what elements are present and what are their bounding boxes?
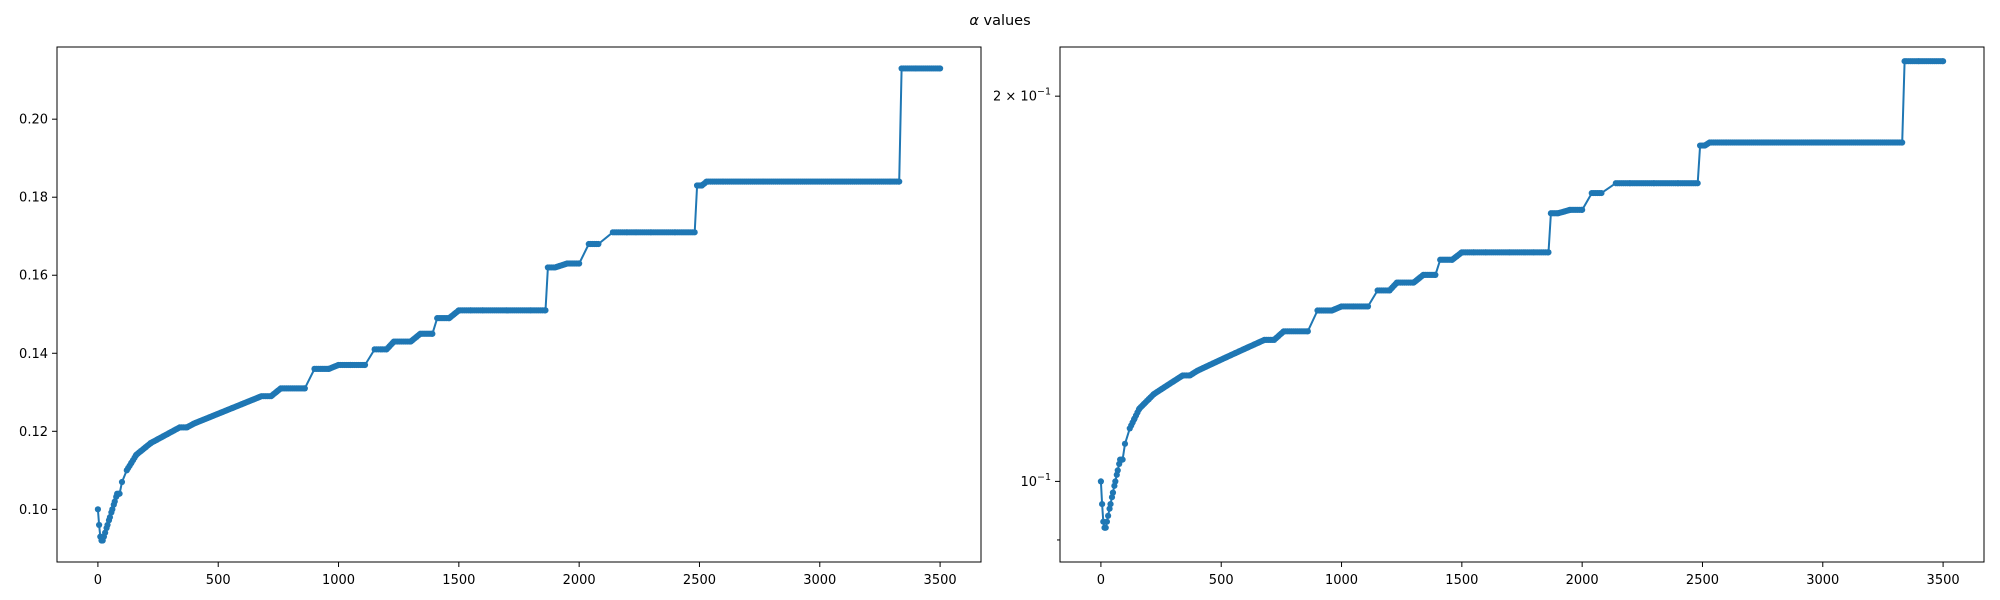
x-tick-label: 3500 [1927, 573, 1960, 588]
data-point [1112, 478, 1119, 485]
data-point [1114, 467, 1121, 474]
alpha-series-line [1099, 60, 1944, 529]
x-tick-label: 2000 [1566, 573, 1599, 588]
x-tick-label: 500 [206, 573, 231, 588]
data-point [104, 521, 111, 529]
data-point [96, 521, 103, 529]
data-point [111, 498, 118, 505]
data-point [1097, 478, 1105, 485]
linear-scale-panel: 0 500 1000 1500 2000 2500 3000 3500 0.10 0.12 0.14… [19, 46, 982, 588]
data-point [1364, 303, 1372, 310]
log-scale-panel: 0 500 1000 1500 2000 2500 3000 3500 2 × 10−1 10−1 [993, 46, 1985, 588]
data-point [1939, 58, 1947, 65]
data-point [1579, 206, 1586, 213]
data-point [1103, 518, 1111, 525]
axes-frame [1059, 46, 1985, 563]
x-tick-label: 1000 [322, 573, 355, 588]
x-tick-label: 2500 [1686, 573, 1719, 588]
x-tick-label: 0 [1097, 573, 1105, 588]
data-point [1598, 189, 1605, 197]
data-point [1899, 139, 1906, 146]
y-tick-label: 0.14 [19, 347, 48, 362]
data-point [1109, 489, 1117, 496]
alpha-symbol: α [969, 13, 979, 29]
y-tick-label: 0.12 [19, 425, 48, 440]
data-point [1102, 524, 1109, 531]
x-tick-label: 3000 [1806, 573, 1839, 588]
data-point [896, 178, 903, 185]
data-point [1545, 249, 1552, 256]
data-point [361, 361, 369, 369]
alpha-series-markers [94, 65, 944, 544]
data-point [1121, 440, 1129, 447]
data-point [595, 240, 602, 248]
y-tick-label: 10−1 [1020, 472, 1051, 490]
x-tick-label: 2000 [563, 573, 596, 588]
data-point [106, 514, 114, 521]
data-point [118, 478, 126, 486]
y-tick-label: 0.18 [19, 191, 48, 206]
data-point [1304, 328, 1311, 335]
data-point [576, 260, 583, 267]
alpha-series-line [96, 67, 941, 542]
x-tick-label: 500 [1209, 573, 1234, 588]
y-tick-label: 2 × 10−1 [993, 87, 1051, 105]
data-point [1119, 456, 1126, 463]
axes-frame [56, 46, 982, 563]
data-point [102, 529, 109, 536]
data-point [691, 229, 698, 236]
x-tick-label: 1500 [1445, 573, 1478, 588]
data-point [1432, 271, 1439, 278]
data-point [116, 490, 123, 497]
x-tick-label: 0 [94, 573, 102, 588]
x-tick-label: 1500 [442, 573, 475, 588]
data-point [1105, 512, 1112, 519]
data-point [301, 385, 308, 392]
data-point [109, 506, 116, 513]
data-point [1106, 505, 1113, 512]
data-point [542, 307, 549, 314]
y-tick-label: 0.10 [19, 503, 48, 518]
data-point [429, 330, 436, 337]
data-point [1107, 500, 1114, 508]
data-point [936, 65, 944, 72]
x-tick-label: 1000 [1325, 573, 1358, 588]
data-point [1099, 500, 1106, 508]
data-point [94, 506, 102, 513]
y-tick-label: 0.16 [19, 269, 48, 284]
alpha-series-markers [1097, 58, 1947, 531]
x-tick-label: 3000 [803, 573, 836, 588]
title-text: values [979, 13, 1031, 29]
data-point [1694, 180, 1701, 187]
y-tick-label: 0.20 [19, 113, 48, 128]
x-tick-label: 3500 [924, 573, 957, 588]
figure-title: α values [969, 13, 1030, 29]
x-tick-label: 2500 [683, 573, 716, 588]
